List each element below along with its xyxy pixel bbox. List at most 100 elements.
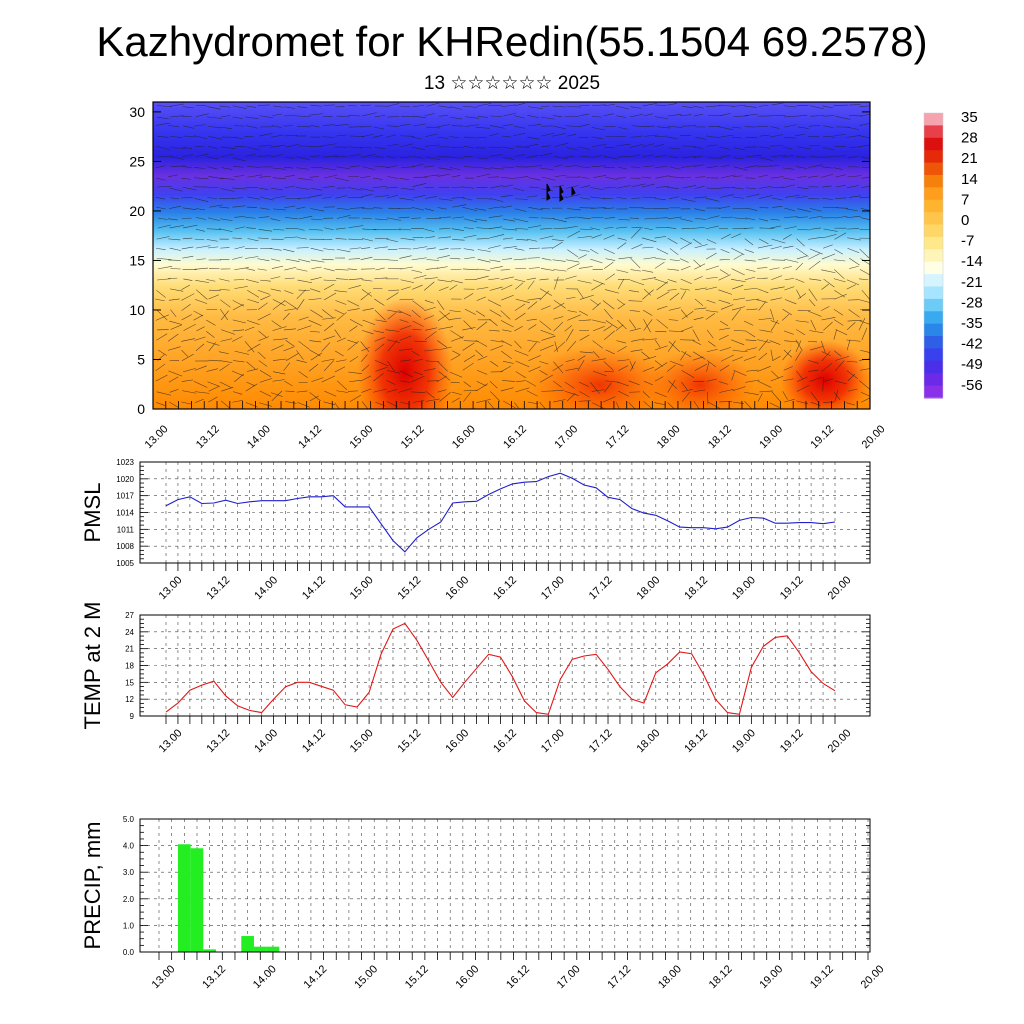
- wind-vector: [554, 276, 559, 290]
- wind-vector: [296, 299, 305, 311]
- wind-vector: [641, 277, 657, 281]
- wind-vector: [195, 245, 211, 249]
- wind-vector: [502, 258, 513, 260]
- wind-vector: [270, 276, 281, 280]
- wind-vector: [795, 320, 809, 323]
- wind-vector: [476, 287, 489, 290]
- wind-vector: [591, 116, 602, 118]
- wind-vector: [347, 390, 359, 392]
- wind-vector: [823, 321, 833, 331]
- wind-vector: [436, 375, 447, 383]
- wind-vector: [399, 298, 414, 301]
- wind-vector: [527, 280, 535, 290]
- wind-vector: [540, 217, 555, 219]
- wind-vector: [349, 153, 362, 157]
- wind-vector: [439, 310, 450, 321]
- wind-vector: [680, 265, 691, 271]
- wind-vector: [232, 237, 242, 239]
- wind-vector: [423, 315, 434, 320]
- wind-vector: [259, 378, 273, 383]
- x-tick-label: 16.12: [501, 423, 529, 451]
- wind-vector: [732, 284, 744, 290]
- wind-vector: [463, 166, 477, 168]
- wind-vector: [488, 329, 500, 332]
- wind-vector: [424, 349, 438, 352]
- wind-vector: [413, 400, 425, 403]
- wind-vector: [207, 246, 219, 249]
- wind-vector: [360, 256, 373, 260]
- wind-vector: [169, 115, 184, 118]
- wind-vector: [746, 207, 758, 211]
- wind-vector: [348, 258, 360, 260]
- wind-vector: [858, 299, 870, 303]
- wind-vector: [822, 197, 833, 200]
- wind-vector: [451, 228, 464, 231]
- wind-vector: [296, 359, 307, 363]
- wind-vector: [579, 334, 590, 341]
- wind-vector: [705, 135, 721, 139]
- wind-vector: [349, 325, 358, 332]
- wind-vector: [296, 247, 309, 249]
- wind-vector: [195, 228, 205, 232]
- wind-vector: [438, 371, 451, 381]
- wind-vector: [822, 135, 836, 138]
- wind-vector: [784, 207, 795, 212]
- wind-vector: [513, 187, 525, 192]
- wind-vector: [669, 360, 684, 367]
- wind-vector: [860, 392, 870, 397]
- wind-vector: [477, 157, 489, 160]
- wind-vector: [285, 157, 295, 159]
- wind-vector: [361, 346, 370, 352]
- wind-vector: [565, 225, 578, 229]
- wind-vector: [654, 198, 666, 201]
- wind-vector: [847, 247, 860, 253]
- colorbar-label: 28: [961, 130, 978, 147]
- wind-vector: [258, 302, 268, 310]
- wind-vector: [644, 288, 652, 296]
- wind-vector: [412, 320, 424, 327]
- wind-vector: [528, 342, 537, 352]
- wind-vector: [808, 175, 820, 178]
- wind-vector: [706, 252, 717, 260]
- wind-vector: [655, 175, 670, 179]
- wind-vector: [732, 297, 745, 301]
- wind-vector: [398, 228, 411, 231]
- wind-vector: [412, 195, 426, 199]
- wind-vector: [591, 358, 606, 362]
- wind-vector: [476, 381, 487, 387]
- wind-vector: [539, 290, 550, 301]
- wind-vector: [309, 113, 323, 116]
- wind-vector: [656, 319, 669, 329]
- wind-vector: [412, 246, 428, 250]
- wind-vector: [694, 263, 706, 270]
- wind-vector: [220, 338, 233, 342]
- wind-vector: [551, 241, 563, 249]
- wind-vector: [642, 143, 655, 147]
- wind-vector: [733, 369, 747, 376]
- wind-vector: [439, 392, 451, 402]
- wind-vector: [168, 238, 181, 241]
- wind-vector: [372, 186, 387, 188]
- wind-vector: [833, 329, 837, 340]
- wind-vector: [552, 259, 566, 262]
- wind-vector: [757, 393, 763, 402]
- wind-vector: [487, 299, 502, 307]
- wind-vector: [643, 257, 656, 260]
- wind-vector: [426, 259, 440, 261]
- wind-vector: [771, 186, 784, 189]
- wind-vector: [692, 340, 702, 346]
- wind-vector: [387, 361, 395, 372]
- wind-vector: [285, 258, 300, 262]
- wind-vector: [846, 208, 858, 212]
- colorbar-swatch: [924, 125, 943, 139]
- wind-vector: [577, 146, 591, 150]
- wind-vector: [322, 317, 336, 320]
- wind-vector: [771, 197, 784, 201]
- wind-vector: [374, 165, 389, 168]
- wind-vector: [681, 176, 691, 179]
- x-tick-label: 19.12: [778, 727, 806, 755]
- wind-vector: [181, 353, 194, 361]
- wind-vector: [784, 340, 799, 343]
- wind-vector: [605, 349, 615, 355]
- chart-title: Kazhydromet for KHRedin(55.1504 69.2578): [96, 18, 928, 65]
